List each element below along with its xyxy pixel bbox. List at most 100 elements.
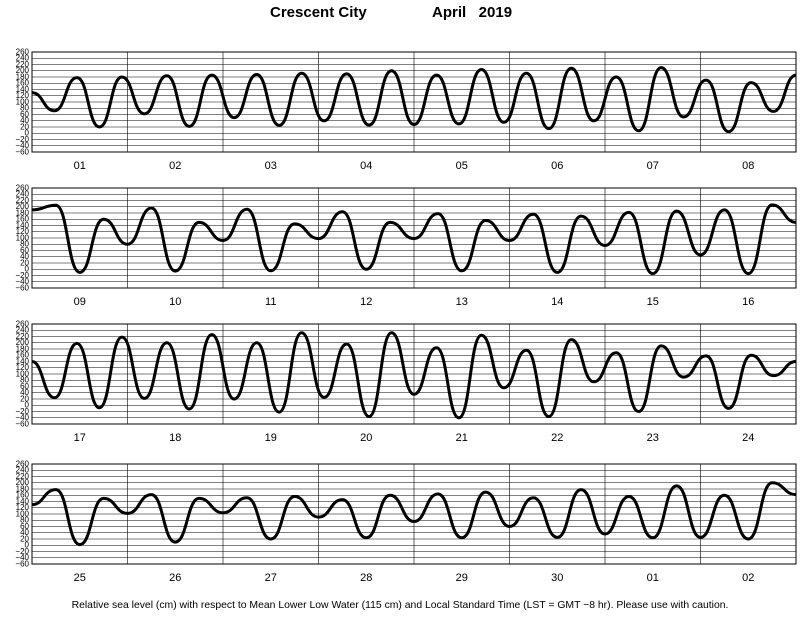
y-tick-label: 80 [20,240,29,249]
day-label: 28 [360,572,372,584]
day-label: 29 [456,572,468,584]
y-tick-label: 120 [16,227,30,236]
y-tick-label: 80 [20,516,29,525]
y-tick-label: 200 [16,202,30,211]
day-label: 24 [742,432,754,444]
y-tick-label: 0 [25,129,30,138]
day-label: 09 [74,296,86,308]
y-tick-label: 60 [20,246,29,255]
y-tick-label: 140 [16,357,30,366]
y-tick-label: 200 [16,66,30,75]
day-label: 05 [456,160,468,172]
panel-frame [31,51,797,153]
y-tick-label: −40 [15,277,29,286]
y-tick-label: −20 [15,135,29,144]
y-tick-label: 60 [20,110,29,119]
title-location: Crescent City [270,4,367,21]
panel-frame [31,463,797,565]
day-label: 07 [647,160,659,172]
y-tick-label: 0 [25,265,30,274]
day-label: 08 [742,160,754,172]
day-label: 15 [647,296,659,308]
footer-note: Relative sea level (cm) with respect to … [71,600,729,611]
day-label: 11 [265,296,276,308]
day-label: 25 [74,572,86,584]
y-tick-label: 260 [16,319,30,328]
day-label: 21 [456,432,468,444]
day-label: 30 [551,572,563,584]
y-tick-label: 80 [20,376,29,385]
y-tick-label: 100 [16,369,30,378]
day-label: 23 [647,432,659,444]
y-tick-label: 20 [20,122,29,131]
day-label: 18 [169,432,181,444]
y-tick-label: 180 [16,344,30,353]
y-tick-label: 260 [16,47,30,56]
y-tick-label: 20 [20,258,29,267]
y-tick-label: −60 [15,419,29,428]
y-tick-label: 0 [25,541,30,550]
y-tick-label: 240 [16,190,30,199]
y-tick-label: 180 [16,484,30,493]
y-tick-label: −60 [15,559,29,568]
y-tick-label: 100 [16,509,30,518]
y-tick-label: 220 [16,196,30,205]
y-tick-label: 120 [16,503,30,512]
day-label: 02 [742,572,754,584]
panel-frame [31,323,797,425]
day-label: 20 [360,432,372,444]
y-tick-label: −60 [15,283,29,292]
y-tick-label: 80 [20,104,29,113]
y-tick-label: 120 [16,91,30,100]
y-tick-label: 180 [16,72,30,81]
y-tick-label: −20 [15,547,29,556]
y-tick-label: 60 [20,522,29,531]
y-tick-label: −20 [15,407,29,416]
y-tick-label: 220 [16,60,30,69]
y-tick-label: 240 [16,54,30,63]
y-tick-label: 140 [16,497,30,506]
day-label: 02 [169,160,181,172]
tide-charts: 260240220200180160140120100806040200−20−… [15,47,797,584]
y-tick-label: −40 [15,141,29,150]
day-label: 22 [551,432,563,444]
day-label: 06 [551,160,563,172]
y-tick-label: −40 [15,553,29,562]
y-tick-label: 20 [20,534,29,543]
y-tick-label: 100 [16,233,30,242]
chart-title: Crescent City April 2019 [0,4,800,26]
y-tick-label: 120 [16,363,30,372]
day-label: 12 [360,296,372,308]
day-label: 04 [360,160,372,172]
y-tick-label: 220 [16,332,30,341]
y-tick-label: 40 [20,116,29,125]
y-tick-label: 160 [16,351,30,360]
day-label: 27 [265,572,277,584]
y-tick-label: 160 [16,79,30,88]
day-label: 01 [74,160,86,172]
y-tick-label: 140 [16,221,30,230]
y-tick-label: 140 [16,85,30,94]
tide-curve [31,66,797,134]
y-tick-label: 160 [16,491,30,500]
y-tick-label: 200 [16,478,30,487]
y-tick-label: 260 [16,459,30,468]
day-label: 17 [74,432,86,444]
day-label: 14 [551,296,563,308]
tide-curve [31,331,797,420]
y-tick-label: 240 [16,326,30,335]
day-label: 13 [456,296,468,308]
day-label: 16 [742,296,754,308]
y-tick-label: 0 [25,401,30,410]
day-label: 10 [169,296,181,308]
y-tick-label: 220 [16,472,30,481]
y-tick-label: −60 [15,147,29,156]
y-tick-label: 40 [20,252,29,261]
y-tick-label: 240 [16,466,30,475]
panel-frame [31,187,797,289]
y-tick-label: 260 [16,183,30,192]
y-tick-label: 100 [16,97,30,106]
tide-curve [31,481,797,547]
y-tick-label: 40 [20,388,29,397]
title-month-year: April 2019 [432,4,513,21]
